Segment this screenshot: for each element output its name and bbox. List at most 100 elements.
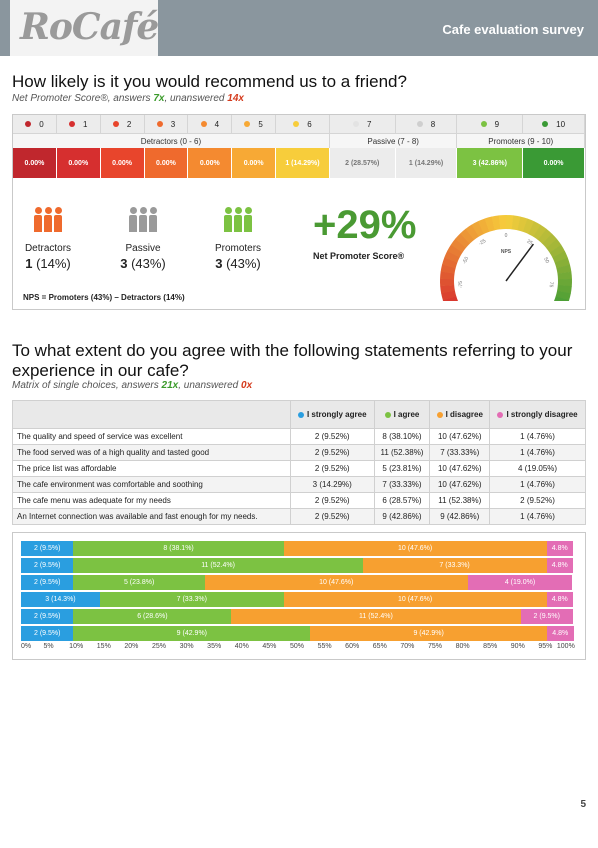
score-label: 7 — [367, 119, 372, 129]
nps-caption: Net Promoter Score® — [313, 251, 405, 261]
bar-segment: 4.8% — [547, 626, 574, 641]
category-passive: Passive 3 (43%) — [98, 207, 188, 271]
column-header: I strongly disagree — [489, 400, 586, 429]
score-percent: 3 (42.86%) — [457, 148, 524, 178]
value-cell: 2 (9.52%) — [290, 460, 375, 477]
bar-segment: 4.8% — [546, 558, 573, 573]
bar-row: 2 (9.5%) 11 (52.4%) 7 (33.3%) 4.8% — [21, 558, 573, 573]
x-tick-label: 20% — [124, 643, 139, 650]
gauge-label: NPS — [501, 249, 512, 255]
bar-row: 2 (9.5%) 6 (28.6%) 11 (52.4%) 2 (9.5%) — [21, 609, 573, 624]
score-9: 9 — [457, 115, 524, 133]
score-percent: 0.00% — [523, 148, 585, 178]
bar-segment: 4 (19.0%) — [467, 575, 573, 590]
value-cell: 1 (4.76%) — [489, 508, 586, 525]
value-cell: 1 (4.76%) — [489, 444, 586, 461]
score-dot — [416, 121, 423, 127]
stacked-bar-chart: 2 (9.5%) 8 (38.1%) 10 (47.6%) 4.8% 2 (9.5%) 1… — [12, 532, 586, 660]
percent-row: 0.00% 0.00% 0.00% 0.00% 0.00% 0.00% 1 (14.29%)… — [13, 148, 585, 178]
score-dot — [542, 121, 549, 127]
category-label: Promoters — [214, 243, 262, 254]
legend-dot — [384, 411, 391, 418]
score-3: 3 — [144, 115, 189, 133]
page-number: 5 — [580, 799, 586, 810]
question-2-subtitle: Matrix of single choices, answers 21x, u… — [12, 380, 253, 391]
bar-segment: 7 (33.3%) — [99, 592, 284, 607]
statement-cell: The food served was of a high quality an… — [12, 444, 291, 461]
bar-segment: 2 (9.5%) — [21, 541, 74, 556]
x-tick-label: 80% — [455, 643, 470, 650]
group-label: Passive (7 - 8) — [329, 133, 458, 148]
x-tick-label: 60% — [345, 643, 360, 650]
matrix-table: I strongly agree I agree I disagree I stron… — [12, 400, 586, 525]
x-tick-label: 35% — [207, 643, 222, 650]
column-header: I strongly agree — [290, 400, 375, 429]
x-axis: 0% 5% 10% 15% 20% 25% 30% 35% 40% 45% 50% 55% 60% 65%… — [21, 643, 575, 655]
score-percent: 0.00% — [56, 148, 101, 178]
x-tick-label: 85% — [483, 643, 498, 650]
score-dot — [480, 121, 487, 127]
table-row: The price list was affordable 2 (9.52%) 5 … — [12, 460, 586, 477]
group-label: Detractors (0 - 6) — [13, 133, 330, 148]
value-cell: 4 (19.05%) — [489, 460, 586, 477]
bar-segment: 10 (47.6%) — [283, 592, 547, 607]
x-tick-label: 0% — [21, 643, 32, 650]
value-cell: 10 (47.62%) — [429, 476, 491, 493]
x-tick-label: 65% — [372, 643, 387, 650]
score-percent: 0.00% — [144, 148, 189, 178]
bar-segment: 4.8% — [546, 592, 573, 607]
bar-segment: 9 (42.9%) — [310, 626, 548, 641]
value-cell: 7 (33.33%) — [429, 444, 491, 461]
table-row: The cafe menu was adequate for my needs 2… — [12, 492, 586, 509]
nps-value: +29% — [313, 203, 417, 247]
x-tick-label: 45% — [262, 643, 277, 650]
bar-segment: 2 (9.5%) — [520, 609, 573, 624]
score-label: 8 — [430, 119, 436, 129]
category-value: 3 (43%) — [120, 256, 166, 271]
statement-cell: The cafe environment was comfortable and… — [12, 476, 291, 493]
gauge-needle — [505, 243, 534, 282]
legend-dot — [436, 411, 443, 418]
header-bar: RoCafé Cafe evaluation survey — [0, 0, 598, 56]
bar-segment: 7 (33.3%) — [362, 558, 547, 573]
bar-segment: 3 (14.3%) — [21, 592, 100, 607]
value-cell: 2 (9.52%) — [290, 444, 375, 461]
x-tick-label: 90% — [510, 643, 525, 650]
group-row: Detractors (0 - 6) Passive (7 - 8) Promote… — [13, 133, 586, 148]
group-label: Promoters (9 - 10) — [457, 133, 586, 148]
category-label: Passive — [125, 243, 161, 254]
value-cell: 2 (9.52%) — [290, 492, 375, 509]
statement-cell: The quality and speed of service was exc… — [12, 428, 291, 445]
score-dot — [25, 121, 32, 127]
gauge-tick: 75 — [548, 282, 554, 288]
score-label: 2 — [126, 119, 132, 129]
nps-panel: 0 1 2 3 4 5 6 7 8 9 10 Detractors (0 - 6) Passive (… — [12, 114, 586, 310]
gauge-tick: 50 — [542, 257, 550, 265]
score-0: 0 — [13, 115, 57, 133]
score-label: 9 — [494, 119, 500, 129]
gauge-tick: 25 — [526, 239, 534, 247]
value-cell: 7 (33.33%) — [373, 476, 431, 493]
value-cell: 9 (42.86%) — [373, 508, 431, 525]
score-row: 0 1 2 3 4 5 6 7 8 9 10 — [13, 115, 585, 133]
table-row: The food served was of a high quality an… — [12, 444, 586, 461]
score-dot — [353, 121, 360, 127]
bar-segment: 10 (47.6%) — [283, 541, 547, 556]
value-cell: 3 (14.29%) — [290, 476, 375, 493]
bar-segment: 8 (38.1%) — [73, 541, 284, 556]
legend-dot — [297, 411, 304, 418]
value-cell: 10 (47.62%) — [429, 428, 491, 445]
value-cell: 2 (9.52%) — [489, 492, 586, 509]
score-8: 8 — [395, 115, 458, 133]
legend-dot — [497, 411, 504, 418]
bar-row: 2 (9.5%) 5 (23.8%) 10 (47.6%) 4 (19.0%) — [21, 575, 573, 590]
value-cell: 10 (47.62%) — [429, 460, 491, 477]
table-row: An Internet connection was available and… — [12, 508, 586, 525]
value-cell: 2 (9.52%) — [290, 428, 375, 445]
category-value: 1 (14%) — [25, 256, 71, 271]
column-header: I disagree — [429, 400, 491, 429]
x-tick-label: 30% — [179, 643, 194, 650]
bar-segment: 11 (52.4%) — [231, 609, 521, 624]
x-tick-label: 55% — [317, 643, 332, 650]
table-row: The quality and speed of service was exc… — [12, 428, 586, 445]
